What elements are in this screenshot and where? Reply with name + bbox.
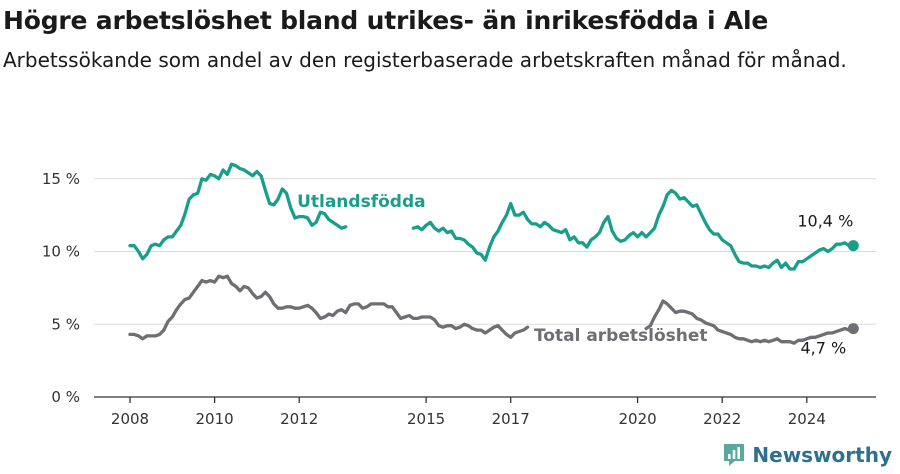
x-tick-label: 2010 — [196, 410, 234, 428]
y-tick-label: 10 % — [42, 243, 80, 261]
series-lines — [128, 162, 859, 345]
chart-title: Högre arbetslöshet bland utrikes- än inr… — [3, 6, 769, 35]
total-arbetsloshet-line — [644, 299, 855, 345]
newsworthy-logo-icon — [724, 444, 745, 466]
brand-name: Newsworthy — [752, 443, 892, 467]
utlandsfodda-line — [411, 188, 855, 271]
x-tick-label: 2008 — [111, 410, 149, 428]
x-tick-label: 2015 — [407, 410, 445, 428]
newsworthy-brand: Newsworthy — [722, 442, 892, 468]
x-tick-label: 2020 — [619, 410, 657, 428]
y-tick-label: 15 % — [42, 170, 80, 188]
y-axis-ticks: 0 % 5 % 10 % 15 % — [42, 170, 80, 406]
series-labels: 10,4 % Utlandsfödda 4,7 % Total arbetslöshe… — [297, 192, 853, 357]
x-axis-ticks: 2008 2010 2012 2015 2017 2020 2022 2024 — [111, 397, 826, 428]
chart-subtitle: Arbetssökande som andel av den registerb… — [3, 48, 847, 72]
utlandsfodda-end-point — [847, 240, 859, 252]
y-tick-label: 0 % — [51, 388, 80, 406]
total-arbetsloshet-end-label: 4,7 % — [800, 339, 846, 358]
y-tick-label: 5 % — [51, 315, 80, 333]
x-tick-label: 2022 — [703, 410, 741, 428]
gridlines — [94, 178, 876, 325]
x-tick-label: 2012 — [280, 410, 318, 428]
utlandsfodda-end-label: 10,4 % — [797, 212, 853, 231]
x-tick-label: 2024 — [788, 410, 826, 428]
total-arbetsloshet-series-label: Total arbetslöshet — [534, 326, 708, 346]
utlandsfodda-series-label: Utlandsfödda — [297, 192, 426, 212]
utlandsfodda-line — [128, 162, 348, 261]
total-arbetsloshet-end-point — [847, 323, 859, 335]
total-arbetsloshet-line — [128, 274, 530, 341]
x-tick-label: 2017 — [492, 410, 530, 428]
